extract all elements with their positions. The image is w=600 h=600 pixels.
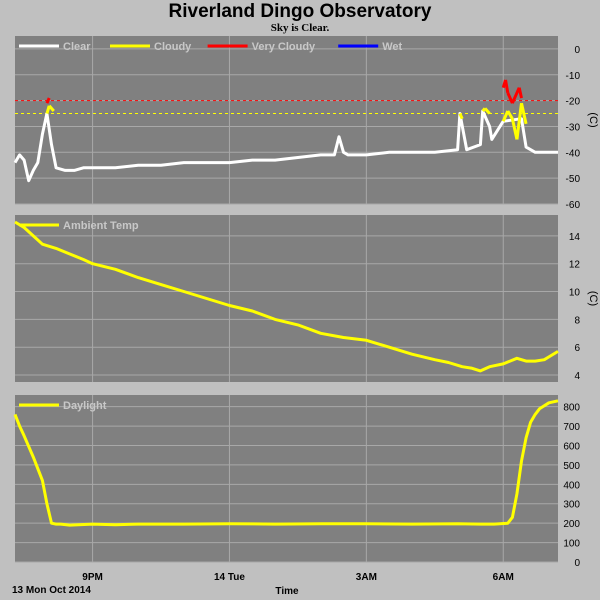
series-line-very-cloudy [504,79,510,94]
y-tick-label: 8 [574,315,580,326]
chart-title: Riverland Dingo Observatory [168,1,432,22]
y-tick-label: 500 [563,461,580,472]
plot-area [15,36,558,204]
legend-label: Cloudy [154,41,192,53]
series-line-cloudy [515,103,523,140]
plot-area [15,215,558,382]
chart-panel-2: 4 6 8 10 12 14 Ambient Temp (C) [14,215,599,382]
legend-item-daylight: Daylight [19,400,107,412]
x-tick-label: 3AM [356,572,377,583]
x-axis-title: Time [275,586,299,597]
series-line-clear [13,109,558,183]
series-line-very-cloudy [517,87,523,99]
plot-area [15,395,558,562]
date-label: 13 Mon Oct 2014 [12,585,91,596]
x-tick-label: 9PM [82,572,103,583]
x-tick-label: 14 Tue [214,572,245,583]
series-line-ambient-temp [14,220,559,373]
y-tick-label: 12 [569,260,581,271]
y-tick-label: 6 [574,343,580,354]
series-line-cloudy [483,107,491,115]
chart-panel-3: 0 100 200 300 400 500 600 700 800 Daylight [13,395,580,569]
y-tick-label: 4 [574,371,580,382]
series-line-very-cloudy [510,87,521,104]
x-tick-label: 6AM [493,572,514,583]
y-tick-label: 700 [563,422,580,433]
series-line-cloudy [48,104,55,112]
legend-item-clear: Clear [19,41,91,53]
sky-status-subtitle: Sky is Clear. [270,22,330,34]
legend-label: Clear [63,41,91,53]
legend-item-cloudy: Cloudy [110,41,192,53]
y-tick-label: -10 [566,71,581,82]
series-line-cloudy [458,112,464,120]
legend-label: Daylight [63,400,107,412]
chart-panel-1: 0 -10 -20 -30 -40 -50 -60 Clear Cloudy Very Cloud… [13,36,599,211]
legend-label: Very Cloudy [252,41,316,53]
y-tick-label: -50 [566,174,581,185]
y-tick-label: 14 [569,232,581,243]
y-tick-label: 300 [563,500,580,511]
y-tick-label: 100 [563,539,580,550]
legend-item-very-cloudy: Very Cloudy [207,41,316,53]
y-tick-label: 0 [574,45,580,56]
legend-item-wet: Wet [338,41,403,53]
series-line-cloudy [501,110,510,122]
y-tick-label: 10 [569,288,581,299]
y-tick-label: 800 [563,403,580,414]
y-tick-label: -60 [566,200,581,211]
series-line-cloudy [506,110,514,120]
y-axis-label: (C) [587,291,599,306]
y-tick-label: -30 [566,122,581,133]
legend-label: Ambient Temp [63,220,139,232]
legend-label: Wet [382,41,402,53]
y-tick-label: -20 [566,97,581,108]
y-tick-label: 0 [574,558,580,569]
series-line-cloudy [520,102,528,125]
series-line-very-cloudy [45,97,51,104]
series-line-daylight [13,399,559,527]
y-tick-label: -40 [566,148,581,159]
y-tick-label: 400 [563,480,580,491]
y-tick-label: 200 [563,519,580,530]
legend-item-ambient-temp: Ambient Temp [19,220,139,232]
y-tick-label: 600 [563,441,580,452]
y-axis-label: (C) [587,112,599,127]
